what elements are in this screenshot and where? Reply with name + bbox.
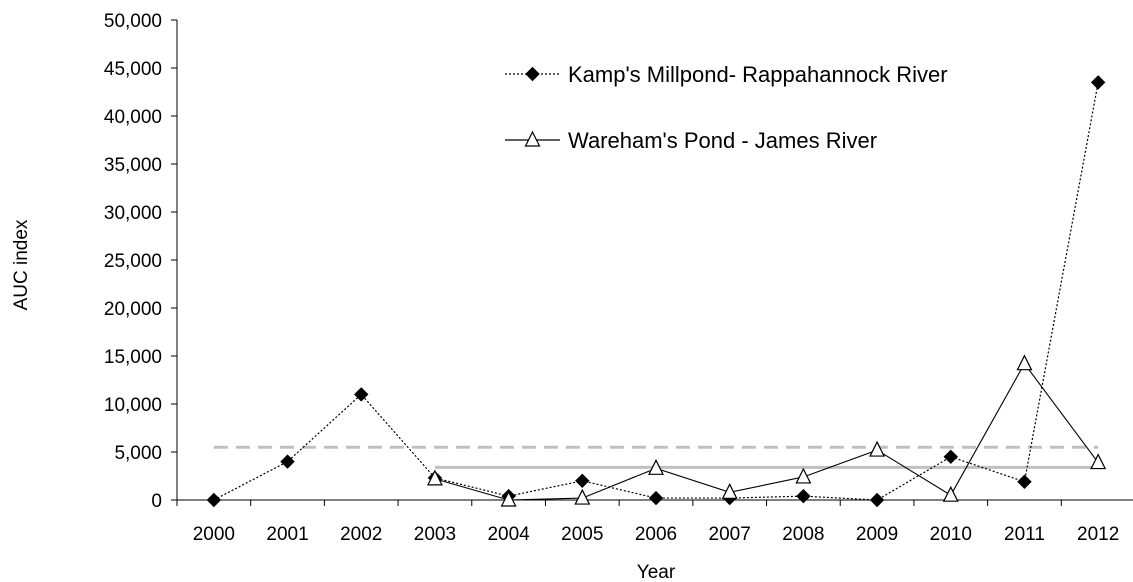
y-tick-label: 0 xyxy=(151,491,162,512)
legend-marker xyxy=(525,66,540,82)
data-point xyxy=(280,454,295,469)
y-axis-title: AUC index xyxy=(11,219,32,310)
y-tick-label: 30,000 xyxy=(104,203,162,224)
series-line xyxy=(434,362,1099,501)
data-point xyxy=(1090,75,1106,90)
legend-label: Wareham's Pond - James River xyxy=(568,128,877,153)
legend: Kamp's Millpond- Rappahannock River Wareh… xyxy=(505,62,948,153)
y-tick-label: 35,000 xyxy=(104,155,162,176)
y-tick-label: 40,000 xyxy=(104,107,162,128)
data-point xyxy=(426,469,443,486)
x-tick-label: 2009 xyxy=(856,524,898,545)
axes: 0 5,000 10,000 15,000 20,000 25,000 30,000 35,0… xyxy=(104,11,1133,545)
x-tick-label: 2006 xyxy=(635,524,677,545)
x-tick-label: 2011 xyxy=(1004,524,1045,545)
x-tick-label: 2005 xyxy=(561,524,603,545)
x-tick-label: 2003 xyxy=(414,524,456,545)
data-point xyxy=(648,490,664,506)
data-point xyxy=(869,440,886,457)
data-point xyxy=(721,482,738,499)
x-tick-label: 2007 xyxy=(709,524,751,545)
series-2 xyxy=(426,354,1107,507)
data-point xyxy=(574,488,591,505)
x-tick-label: 2001 xyxy=(266,524,308,545)
data-point xyxy=(1017,474,1032,489)
data-point xyxy=(354,387,369,402)
data-point xyxy=(943,449,958,465)
reference-lines xyxy=(213,445,1099,469)
data-point xyxy=(1016,354,1033,371)
data-point xyxy=(942,485,959,502)
data-point xyxy=(648,458,664,475)
y-tick-label: 15,000 xyxy=(104,347,162,368)
legend-label: Kamp's Millpond- Rappahannock River xyxy=(568,62,948,87)
x-tick-label: 2008 xyxy=(782,524,824,545)
y-tick-label: 50,000 xyxy=(104,11,162,32)
x-axis-title: Year xyxy=(637,562,676,582)
legend-marker xyxy=(524,130,541,147)
y-tick-label: 5,000 xyxy=(114,443,162,464)
x-tick-label: 2000 xyxy=(193,524,235,545)
y-tick-label: 45,000 xyxy=(104,59,162,80)
data-point xyxy=(500,490,517,507)
y-tick-label: 20,000 xyxy=(104,299,162,320)
data-point xyxy=(575,473,590,489)
series-layer xyxy=(206,75,1107,508)
data-point xyxy=(206,492,222,508)
data-point xyxy=(1090,453,1107,470)
data-point xyxy=(796,488,811,504)
data-point xyxy=(795,467,812,484)
x-tick-label: 2004 xyxy=(487,524,530,545)
x-tick-label: 2012 xyxy=(1077,524,1119,545)
data-point xyxy=(869,492,885,508)
y-tick-label: 25,000 xyxy=(104,251,162,272)
y-tick-label: 10,000 xyxy=(104,395,162,416)
x-tick-label: 2010 xyxy=(930,524,972,545)
x-tick-label: 2002 xyxy=(340,524,382,545)
